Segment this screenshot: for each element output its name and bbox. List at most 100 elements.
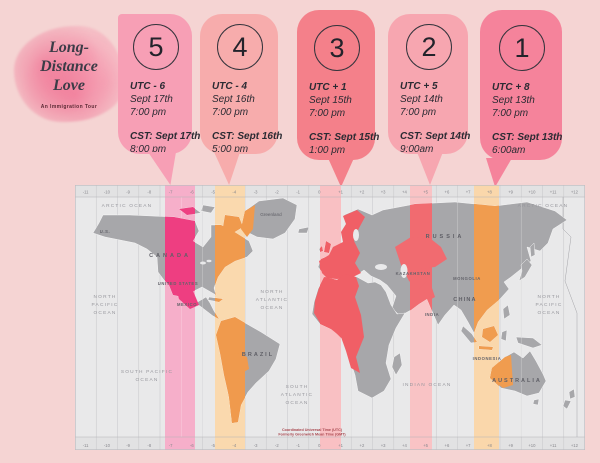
- utc-offset-tick: +1: [338, 189, 343, 194]
- country-label: RUSSIA: [426, 234, 465, 240]
- map-labels: ARCTIC OCEAN ARCTIC OCEAN U.S. CANADA UN…: [92, 203, 569, 437]
- ocean-label: ARCTIC OCEAN: [102, 203, 153, 209]
- utc-offset-tick: -3: [254, 443, 258, 448]
- utc-offset-tick: +4: [402, 443, 407, 448]
- utc-offset-tick: +2: [360, 443, 365, 448]
- utc-offset-tick: +8: [487, 443, 492, 448]
- utc-offset-tick: +6: [445, 189, 450, 194]
- ocean-label: ATLANTIC: [281, 392, 313, 398]
- utc-offset-tick: -6: [190, 189, 194, 194]
- utc-offset-tick: -5: [211, 443, 215, 448]
- logo-line-1: Long-: [49, 39, 89, 56]
- zone-patch-pakistan: [423, 285, 435, 301]
- bubble-5-body: 5 UTC - 6 Sept 17th 7:00 pm CST: Sept 17…: [118, 14, 200, 155]
- utc-offset-tick: +1: [338, 443, 343, 448]
- utc-offset-tick: +11: [550, 189, 557, 194]
- cst-time: 8:00 pm: [130, 144, 167, 155]
- utc-offset-label: UTC - 6: [130, 81, 165, 92]
- ocean-label: NORTH: [94, 294, 117, 300]
- utc-offset-tick: -11: [83, 443, 89, 448]
- local-time: 7:00 pm: [130, 107, 167, 118]
- utc-offset-tick: +9: [508, 189, 513, 194]
- utc-offset-tick: -1: [296, 443, 300, 448]
- utc-offset-tick: +7: [466, 189, 471, 194]
- country-label: MONGOLIA: [453, 276, 481, 281]
- utc-offset-tick: -8: [147, 189, 151, 194]
- utc-offset-label: UTC + 5: [400, 81, 438, 92]
- bubble-5-number: 5: [148, 31, 164, 62]
- utc-offset-label: UTC + 8: [492, 82, 530, 93]
- local-date: Sept 15th: [309, 95, 352, 106]
- utc-offset-tick: +7: [466, 443, 471, 448]
- utc-offset-tick: +2: [360, 189, 365, 194]
- bubble-1-number: 1: [514, 32, 530, 63]
- utc-offset-tick: 0: [318, 189, 321, 194]
- zone-patch-mexico: [177, 291, 199, 309]
- inland-seas: [200, 229, 408, 278]
- utc-offset-tick: +8: [487, 189, 492, 194]
- local-date: Sept 17th: [130, 94, 173, 105]
- utc-scale-bottom: -11 -10 -9 -8 -7 -6 -5 -4 -3 -2 -1 0 +1 +2 +3 +4 +5 +6 +7 +…: [83, 443, 579, 448]
- local-time: 7:00 pm: [212, 107, 249, 118]
- timezone-map-svg: ARCTIC OCEAN ARCTIC OCEAN U.S. CANADA UN…: [74, 184, 586, 451]
- country-label: CANADA: [149, 253, 191, 259]
- bubble-5-tail: [148, 152, 176, 185]
- zone-patch-kazakhstan: [395, 237, 447, 289]
- utc-offset-tick: -6: [190, 443, 194, 448]
- utc-offset-tick: -4: [232, 443, 236, 448]
- utc-offset-tick: -7: [169, 189, 173, 194]
- utc-offset-tick: +5: [423, 189, 428, 194]
- local-date: Sept 16th: [212, 94, 255, 105]
- ocean-label: OCEAN: [285, 400, 308, 406]
- country-label: Greenland: [260, 212, 282, 217]
- ocean-label: ATLANTIC: [256, 297, 288, 303]
- country-label: MEXICO: [177, 302, 197, 307]
- ocean-label: OCEAN: [135, 377, 158, 383]
- map-footnote-line-1: Coordinated Universal Time (UTC): [282, 428, 343, 432]
- cst-date: CST: Sept 16th: [212, 131, 283, 142]
- ocean-label: SOUTH: [286, 384, 309, 390]
- country-label: UNITED STATES: [158, 281, 198, 286]
- utc-scale-top: -11 -10 -9 -8 -7 -6 -5 -4 -3 -2 -1 0 +1 +2 +3 +4 +5 +6 +7 +…: [83, 189, 579, 194]
- utc-offset-tick: -3: [254, 189, 258, 194]
- country-label: INDONESIA: [473, 356, 502, 361]
- watercolor-blob: [14, 26, 124, 122]
- logo-line-3: Love: [53, 77, 85, 94]
- ocean-label: OCEAN: [537, 310, 560, 316]
- bubble-1-tail: [486, 158, 512, 187]
- utc-offset-tick: -9: [126, 443, 130, 448]
- bubble-2-number: 2: [421, 31, 437, 62]
- cst-date: CST: Sept 15th: [309, 132, 380, 143]
- ocean-label: NORTH: [538, 294, 561, 300]
- zone-patch-west-australia: [490, 355, 513, 388]
- bubble-4-body: 4 UTC - 4 Sept 16th 7:00 pm CST: Sept 16…: [200, 14, 283, 155]
- bubble-5-number-circle: 5: [133, 24, 179, 70]
- utc-offset-tick: -1: [296, 189, 300, 194]
- country-label: KAZAKHSTAN: [396, 271, 431, 276]
- logo: Long- Distance Love An Immigration Tour: [14, 26, 124, 122]
- cst-time: 1:00 pm: [309, 145, 346, 156]
- zone-patch-west-greenland: [241, 205, 255, 237]
- bubble-1-number-circle: 1: [499, 25, 545, 71]
- bubble-4-number: 4: [232, 31, 248, 62]
- bubble-2-tail: [417, 152, 443, 185]
- ocean-label: ARCTIC OCEAN: [518, 203, 569, 209]
- local-date: Sept 14th: [400, 94, 443, 105]
- utc-offset-tick: +6: [445, 443, 450, 448]
- date-line: [562, 197, 578, 437]
- bubble-1: 1 UTC + 8 Sept 13th 7:00 pm CST: Sept 13…: [480, 10, 562, 187]
- map-footnote-line-2: Formerly Greenwich Mean Time (GMT): [278, 433, 346, 437]
- bubble-4-tail: [214, 152, 240, 185]
- utc-offset-tick: +10: [528, 443, 536, 448]
- local-time: 7:00 pm: [492, 108, 529, 119]
- utc-offset-tick: -2: [275, 189, 279, 194]
- local-date: Sept 13th: [492, 95, 535, 106]
- ocean-label: SOUTH PACIFIC: [121, 369, 173, 375]
- utc-offset-tick: +11: [550, 443, 557, 448]
- ocean-label: PACIFIC: [92, 302, 119, 308]
- bubble-2-body: 2 UTC + 5 Sept 14th 7:00 pm CST: Sept 14…: [388, 14, 471, 155]
- cst-date: CST: Sept 14th: [400, 131, 471, 142]
- utc-offset-label: UTC + 1: [309, 82, 347, 93]
- bubble-1-body: 1 UTC + 8 Sept 13th 7:00 pm CST: Sept 13…: [480, 10, 562, 160]
